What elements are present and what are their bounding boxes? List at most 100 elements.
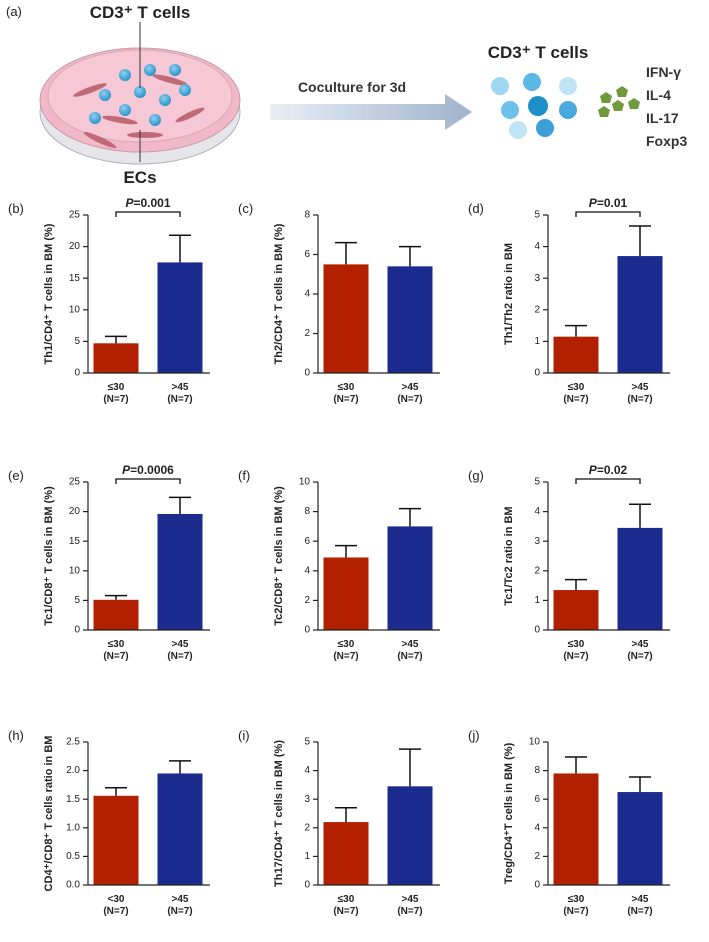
panel-label: (d) [468,201,484,216]
y-axis-label: Th17/CD4⁺ T cells in BM (%) [273,740,285,887]
y-tick-label: 0 [534,368,540,379]
x-tick-label: (N=7) [397,394,422,405]
y-tick-label: 15 [69,536,81,547]
bar-chart: (h) CD4⁺/CD8⁺ T cells ratio in BM 0.0 0.5 1.… [8,728,210,917]
x-tick-label: (N=7) [397,906,422,917]
bar-chart: (j)Treg/CD4⁺T cells in BM (%)0246810≤30(… [468,728,670,917]
y-tick-label: 1 [534,336,540,347]
bar-chart: (e) Tc1/CD8⁺ T cells in BM (%) 0 5 10 15 20 25 ≤… [8,463,210,662]
x-tick-label: >45 [172,894,189,905]
y-tick-label: 2 [304,595,310,606]
x-tick-label: ≤30 [568,894,585,905]
significance-bracket [115,478,181,484]
bar [323,822,369,885]
y-tick-label: 1.0 [66,822,80,833]
y-tick-label: 4 [534,506,540,517]
bar [553,590,599,630]
cytokines [598,86,640,117]
endothelial-cells [73,74,205,149]
y-tick-label: 1 [304,851,310,862]
bar [93,599,139,630]
x-tick-label: ≤30 [338,894,355,905]
p-symbol: P [589,463,598,477]
p-value: P=0.0006 [122,463,174,477]
x-tick-label: (N=7) [627,394,652,405]
y-tick-label: 20 [69,241,81,252]
y-tick-label: 5 [534,477,540,488]
p-value-text: =0.01 [597,196,628,210]
x-tick-label: >45 [632,894,649,905]
panel-label: (f) [238,468,250,483]
y-axis-label: Th1/CD4⁺ T cells in BM (%) [43,223,55,364]
x-tick-label: (N=7) [333,394,358,405]
panel-label: (j) [468,728,480,743]
cytokine-label: IFN-γ [646,64,681,80]
panel-label: (i) [238,728,250,743]
result-title: CD3⁺ T cells [488,43,589,62]
x-tick-label: >45 [172,382,189,393]
bar [387,526,433,630]
bar-chart: (f)Tc2/CD8⁺ T cells in BM (%)0246810≤30(… [238,468,440,662]
panel-label: (c) [238,201,253,216]
y-tick-label: 10 [529,737,541,748]
y-tick-label: 5 [74,336,80,347]
x-tick-label: >45 [172,639,189,650]
panel-label: (b) [8,201,24,216]
y-tick-label: 20 [69,506,81,517]
x-tick-label: >45 [402,894,419,905]
x-tick-label: >45 [402,382,419,393]
bar [157,773,203,885]
y-tick-label: 1.5 [66,794,80,805]
y-tick-label: 4 [534,822,540,833]
x-tick-label: (N=7) [627,906,652,917]
x-tick-label: ≤30 [338,639,355,650]
y-tick-label: 10 [69,565,81,576]
x-tick-label: ≤30 [338,382,355,393]
x-tick-label: ≤30 [108,382,125,393]
p-value: P=0.01 [589,196,628,210]
bar [93,343,139,373]
y-tick-label: 2 [534,304,540,315]
cells-label: CD3⁺ T cells [90,3,191,22]
x-tick-label: ≤30 [568,382,585,393]
y-tick-label: 4 [304,565,310,576]
bar [553,336,599,373]
t-cells [89,64,191,126]
bar [617,792,663,885]
p-symbol: P [122,463,131,477]
x-tick-label: <30 [108,894,125,905]
bar [323,557,369,630]
x-tick-label: ≤30 [568,639,585,650]
bar [323,264,369,373]
y-tick-label: 5 [534,210,540,221]
p-value: P=0.02 [589,463,628,477]
p-value-text: =0.0006 [130,463,174,477]
y-tick-label: 0 [534,625,540,636]
y-tick-label: 3 [304,794,310,805]
y-axis-label: CD4⁺/CD8⁺ T cells ratio in BM [43,736,55,892]
y-tick-label: 10 [299,477,311,488]
p-value-text: =0.001 [133,196,170,210]
x-tick-label: (N=7) [563,651,588,662]
y-axis-label: Treg/CD4⁺T cells in BM (%) [503,742,515,884]
significance-bracket [575,211,641,217]
y-tick-label: 8 [534,765,540,776]
cytokine-label: IL-17 [646,110,679,126]
x-tick-label: >45 [632,639,649,650]
significance-bracket [575,478,641,484]
x-tick-label: (N=7) [397,651,422,662]
y-tick-label: 2 [304,328,310,339]
cytokine-label: Foxp3 [646,133,687,149]
bar [387,786,433,885]
y-tick-label: 8 [304,210,310,221]
y-tick-label: 2 [534,851,540,862]
significance-bracket [115,211,181,217]
x-tick-label: (N=7) [333,651,358,662]
x-tick-label: (N=7) [103,394,128,405]
y-tick-label: 0 [534,880,540,891]
p-value: P=0.001 [125,196,170,210]
y-axis-label: Tc2/CD8⁺ T cells in BM (%) [273,486,285,626]
bar [157,262,203,373]
bar-chart: (c)Th2/CD4⁺ T cells in BM (%)02468≤30(N=… [238,201,440,405]
